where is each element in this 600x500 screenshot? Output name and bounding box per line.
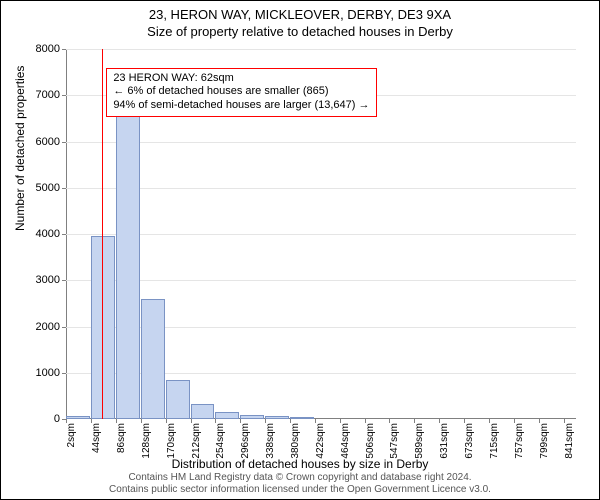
- x-tick-label: 254sqm: [215, 423, 226, 459]
- x-tick-label: 715sqm: [489, 423, 500, 459]
- x-tick-label: 799sqm: [539, 423, 550, 459]
- histogram-bar: [166, 380, 190, 419]
- x-axis-label: Distribution of detached houses by size …: [1, 457, 599, 471]
- histogram-bar: [91, 236, 115, 419]
- histogram-bar: [141, 299, 165, 419]
- annotation-line: ← 6% of detached houses are smaller (865…: [113, 85, 369, 99]
- y-tick-mark: [62, 373, 66, 374]
- y-tick-label: 2000: [36, 321, 60, 333]
- histogram-bar: [191, 404, 215, 419]
- x-tick-label: 506sqm: [365, 423, 376, 459]
- y-tick-label: 5000: [36, 182, 60, 194]
- x-tick-label: 296sqm: [240, 423, 251, 459]
- gridline: [66, 49, 576, 50]
- y-tick-label: 6000: [36, 136, 60, 148]
- plot-area: 0100020003000400050006000700080002sqm44s…: [66, 49, 576, 419]
- x-tick-label: 841sqm: [564, 423, 575, 459]
- x-tick-label: 380sqm: [290, 423, 301, 459]
- x-tick-label: 673sqm: [464, 423, 475, 459]
- y-tick-label: 0: [54, 413, 60, 425]
- x-tick-label: 44sqm: [91, 423, 102, 453]
- x-tick-label: 464sqm: [340, 423, 351, 459]
- histogram-bar: [116, 105, 140, 420]
- footer-line-1: Contains HM Land Registry data © Crown c…: [1, 472, 599, 484]
- histogram-bar: [240, 415, 264, 419]
- x-tick-label: 422sqm: [315, 423, 326, 459]
- x-tick-label: 631sqm: [439, 423, 450, 459]
- y-tick-mark: [62, 142, 66, 143]
- y-tick-label: 1000: [36, 367, 60, 379]
- chart-container: 23, HERON WAY, MICKLEOVER, DERBY, DE3 9X…: [0, 0, 600, 500]
- y-tick-label: 3000: [36, 274, 60, 286]
- y-tick-mark: [62, 49, 66, 50]
- x-tick-label: 212sqm: [191, 423, 202, 459]
- y-axis-label: Number of detached properties: [13, 66, 27, 231]
- y-tick-mark: [62, 327, 66, 328]
- gridline: [66, 188, 576, 189]
- annotation-line: 23 HERON WAY: 62sqm: [113, 72, 369, 86]
- x-tick-label: 547sqm: [389, 423, 400, 459]
- x-tick-label: 2sqm: [66, 423, 77, 447]
- annotation-line: 94% of semi-detached houses are larger (…: [113, 99, 369, 113]
- histogram-bar: [66, 416, 90, 419]
- footer-line-2: Contains public sector information licen…: [1, 484, 599, 496]
- y-tick-label: 7000: [36, 89, 60, 101]
- y-tick-mark: [62, 95, 66, 96]
- chart-subtitle: Size of property relative to detached ho…: [1, 24, 599, 39]
- y-tick-mark: [62, 188, 66, 189]
- y-tick-mark: [62, 280, 66, 281]
- gridline: [66, 234, 576, 235]
- chart-title: 23, HERON WAY, MICKLEOVER, DERBY, DE3 9X…: [1, 7, 599, 22]
- y-tick-mark: [62, 234, 66, 235]
- gridline: [66, 142, 576, 143]
- chart-footer: Contains HM Land Registry data © Crown c…: [1, 472, 599, 495]
- x-tick-label: 757sqm: [514, 423, 525, 459]
- reference-line: [102, 49, 103, 419]
- histogram-bar: [265, 416, 289, 419]
- gridline: [66, 280, 576, 281]
- annotation-box: 23 HERON WAY: 62sqm← 6% of detached hous…: [106, 68, 376, 117]
- x-tick-label: 170sqm: [166, 423, 177, 459]
- x-tick-label: 338sqm: [265, 423, 276, 459]
- histogram-bar: [215, 412, 239, 419]
- y-tick-label: 4000: [36, 228, 60, 240]
- histogram-bar: [290, 417, 314, 419]
- x-tick-label: 128sqm: [141, 423, 152, 459]
- x-tick-label: 86sqm: [116, 423, 127, 453]
- y-tick-label: 8000: [36, 43, 60, 55]
- x-tick-label: 589sqm: [414, 423, 425, 459]
